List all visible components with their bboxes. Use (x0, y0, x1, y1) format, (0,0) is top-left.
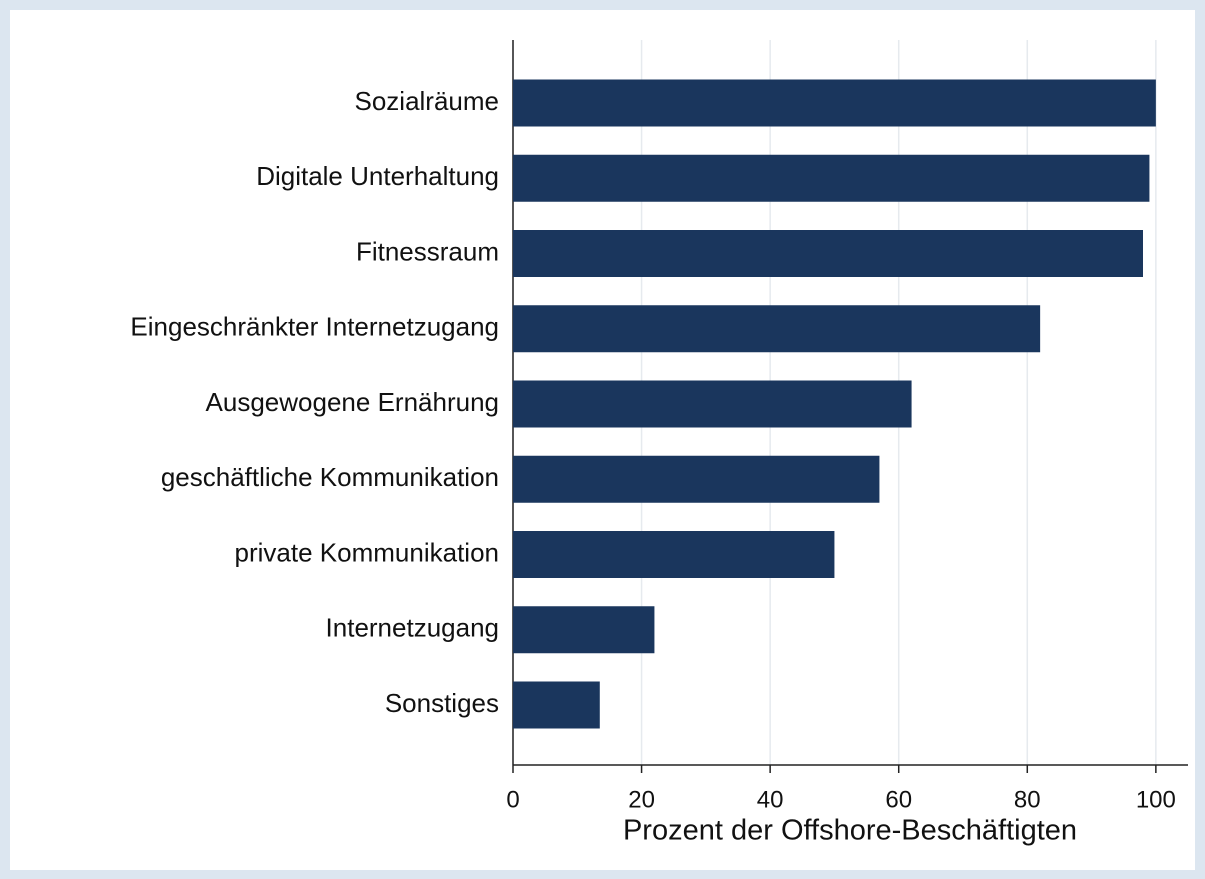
y-tick-label: Ausgewogene Ernährung (206, 387, 499, 417)
y-tick-label: Digitale Unterhaltung (256, 161, 499, 191)
bar (513, 154, 1150, 202)
bar (513, 681, 600, 729)
x-tick-label: 0 (506, 786, 519, 813)
bar (513, 230, 1143, 277)
bar (513, 606, 655, 654)
bar (513, 455, 880, 503)
y-tick-label: Fitnessraum (356, 236, 499, 266)
y-tick-label: Sonstiges (385, 688, 499, 718)
bar (513, 305, 1041, 353)
y-tick-label: Sozialräume (354, 86, 499, 116)
x-tick-label: 80 (1014, 786, 1041, 813)
y-tick-label: Eingeschränkter Internetzugang (130, 312, 499, 342)
y-tick-label: geschäftliche Kommunikation (161, 462, 499, 492)
x-tick-label: 60 (885, 786, 912, 813)
bar (513, 531, 835, 578)
bar (513, 79, 1156, 127)
bar (513, 380, 912, 428)
x-tick-label: 100 (1136, 786, 1176, 813)
x-tick-label: 20 (628, 786, 655, 813)
y-tick-label: Internetzugang (326, 613, 499, 643)
y-tick-label: private Kommunikation (235, 537, 499, 567)
x-axis-label: Prozent der Offshore-Beschäftigten (623, 815, 1077, 847)
x-tick-label: 40 (757, 786, 784, 813)
chart-background (10, 10, 1195, 870)
